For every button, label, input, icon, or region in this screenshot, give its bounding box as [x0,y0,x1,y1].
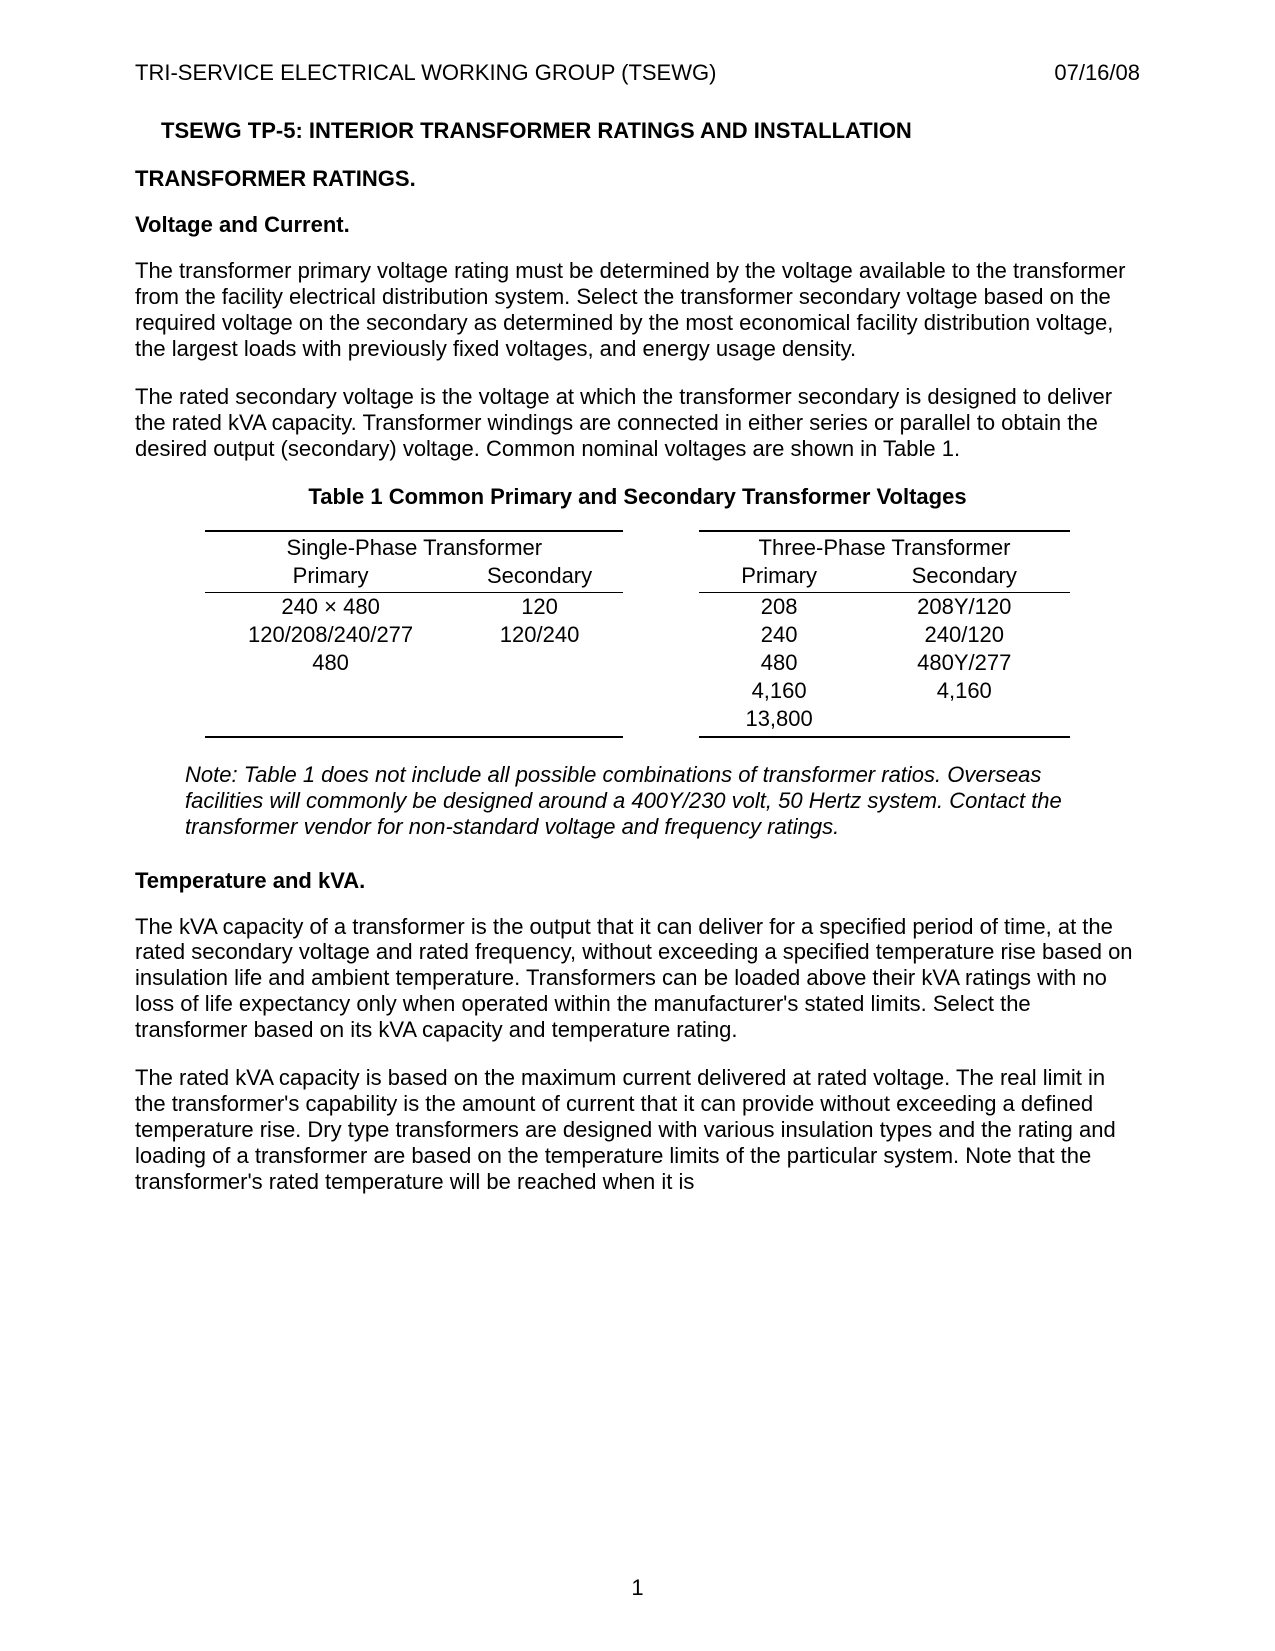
cell-sp-secondary [456,705,624,737]
table-row: 240 × 480 120 208 208Y/120 [205,592,1069,621]
table-group-header-row: Single-Phase Transformer Three-Phase Tra… [205,531,1069,562]
col-header-tp-primary: Primary [699,562,859,593]
col-header-tp-secondary: Secondary [859,562,1070,593]
table-spacer [623,592,699,621]
cell-sp-primary: 480 [205,649,455,677]
cell-tp-primary: 4,160 [699,677,859,705]
sub-heading-voltage: Voltage and Current. [135,212,1140,238]
group-header-single-phase: Single-Phase Transformer [205,531,623,562]
table-row: 120/208/240/277 120/240 240 240/120 [205,621,1069,649]
table-column-header-row: Primary Secondary Primary Secondary [205,562,1069,593]
cell-tp-secondary: 240/120 [859,621,1070,649]
cell-sp-primary [205,705,455,737]
document-title: TSEWG TP-5: INTERIOR TRANSFORMER RATINGS… [135,118,1140,144]
cell-sp-secondary: 120 [456,592,624,621]
sub-heading-voltage-text: Voltage and Current [135,212,344,237]
cell-tp-primary: 13,800 [699,705,859,737]
cell-tp-secondary: 4,160 [859,677,1070,705]
paragraph-voltage-1: The transformer primary voltage rating m… [135,258,1140,362]
sub-heading-temperature: Temperature and kVA. [135,868,1140,894]
table-spacer [623,621,699,649]
sub-heading-temperature-text: Temperature and kVA [135,868,359,893]
cell-sp-primary: 240 × 480 [205,592,455,621]
table-body: 240 × 480 120 208 208Y/120 120/208/240/2… [205,592,1069,737]
page-number: 1 [0,1575,1275,1601]
header-left: TRI-SERVICE ELECTRICAL WORKING GROUP (TS… [135,60,716,86]
col-header-sp-primary: Primary [205,562,455,593]
cell-sp-secondary: 120/240 [456,621,624,649]
page-header: TRI-SERVICE ELECTRICAL WORKING GROUP (TS… [135,60,1140,86]
section-heading-ratings: TRANSFORMER RATINGS. [135,166,1140,192]
table-row: 480 480 480Y/277 [205,649,1069,677]
table-spacer [623,677,699,705]
table-spacer [623,705,699,737]
cell-tp-primary: 480 [699,649,859,677]
col-header-sp-secondary: Secondary [456,562,624,593]
group-header-three-phase: Three-Phase Transformer [699,531,1069,562]
table-1-title: Table 1 Common Primary and Secondary Tra… [135,484,1140,510]
cell-tp-primary: 208 [699,592,859,621]
paragraph-temperature-2: The rated kVA capacity is based on the m… [135,1065,1140,1195]
section-heading-ratings-text: TRANSFORMER RATINGS [135,166,410,191]
header-date: 07/16/08 [1054,60,1140,86]
document-page: TRI-SERVICE ELECTRICAL WORKING GROUP (TS… [0,0,1275,1651]
paragraph-temperature-1: The kVA capacity of a transformer is the… [135,914,1140,1044]
cell-tp-primary: 240 [699,621,859,649]
table-spacer [623,562,699,593]
paragraph-voltage-2: The rated secondary voltage is the volta… [135,384,1140,462]
table-row: 4,160 4,160 [205,677,1069,705]
table-row: 13,800 [205,705,1069,737]
table-note: Note: Table 1 does not include all possi… [185,762,1090,840]
table-spacer [623,649,699,677]
voltage-table: Single-Phase Transformer Three-Phase Tra… [205,530,1069,738]
cell-sp-secondary [456,677,624,705]
cell-sp-primary: 120/208/240/277 [205,621,455,649]
cell-sp-primary [205,677,455,705]
cell-tp-secondary: 480Y/277 [859,649,1070,677]
cell-tp-secondary [859,705,1070,737]
table-spacer [623,531,699,562]
cell-tp-secondary: 208Y/120 [859,592,1070,621]
cell-sp-secondary [456,649,624,677]
